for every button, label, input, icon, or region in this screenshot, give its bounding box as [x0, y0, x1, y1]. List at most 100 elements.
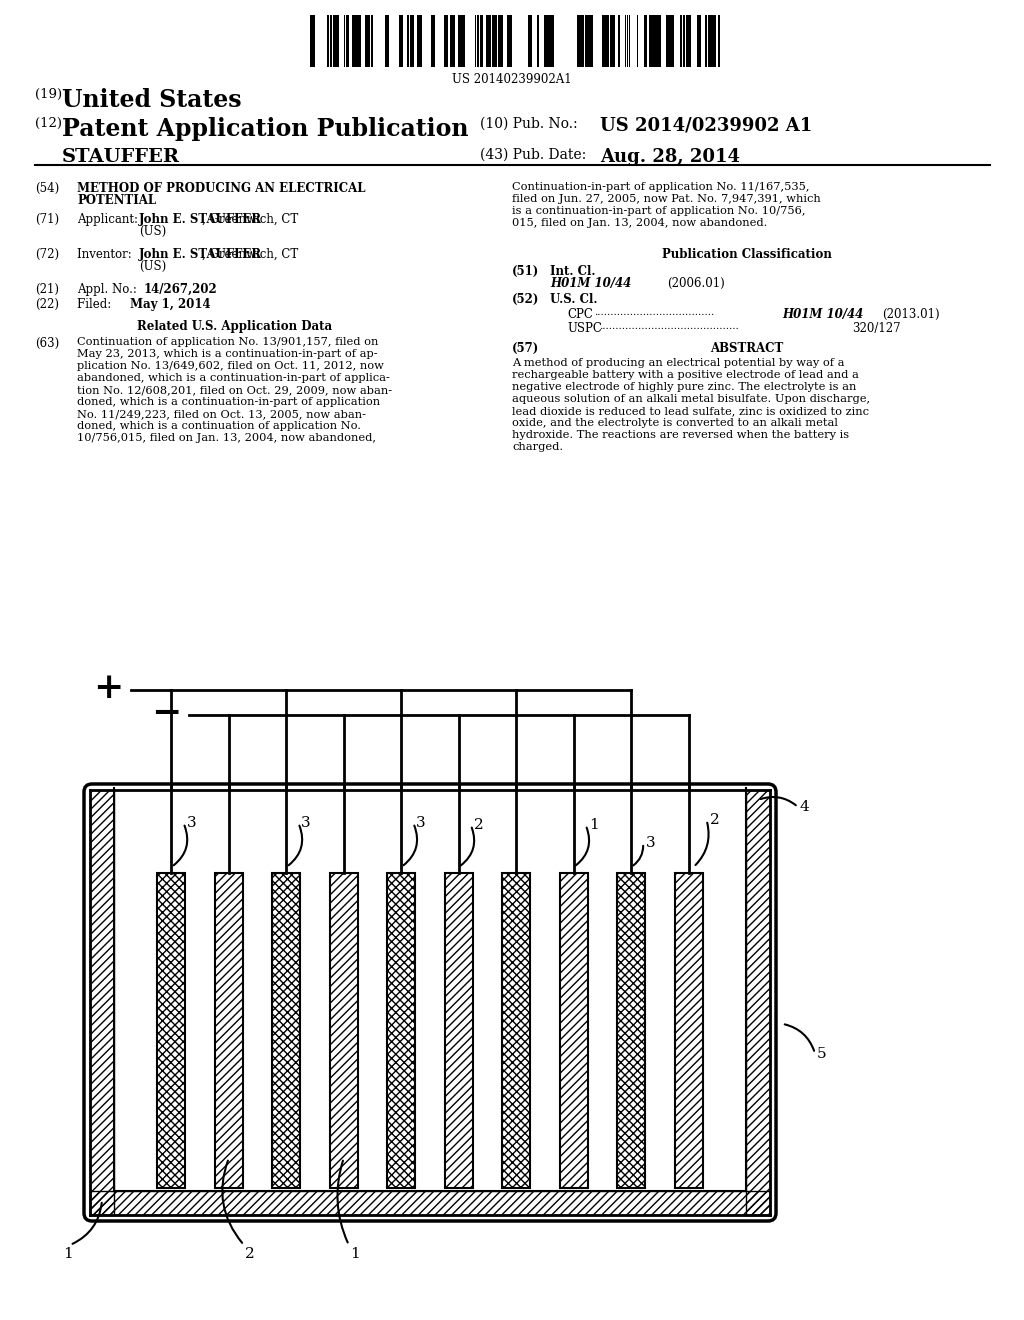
Text: doned, which is a continuation-in-part of application: doned, which is a continuation-in-part o…	[77, 397, 380, 407]
Text: ABSTRACT: ABSTRACT	[711, 342, 783, 355]
Bar	[675, 873, 702, 1188]
Text: Filed:: Filed:	[77, 298, 134, 312]
Bar	[617, 873, 645, 1188]
Bar	[387, 873, 416, 1188]
Text: abandoned, which is a continuation-in-part of applica-: abandoned, which is a continuation-in-pa…	[77, 374, 390, 383]
Bar	[610, 15, 615, 67]
Text: 1: 1	[63, 1247, 73, 1261]
Text: Inventor:: Inventor:	[77, 248, 139, 261]
Bar	[617, 873, 645, 1188]
FancyBboxPatch shape	[84, 784, 776, 1221]
Bar	[272, 873, 300, 1188]
Text: , Greenwich, CT: , Greenwich, CT	[202, 248, 298, 261]
Bar	[607, 15, 609, 67]
Text: Patent Application Publication: Patent Application Publication	[62, 117, 469, 141]
Bar	[549, 15, 554, 67]
Bar	[708, 15, 712, 67]
Text: 2: 2	[474, 818, 483, 832]
Text: H01M 10/44: H01M 10/44	[782, 308, 863, 321]
Text: POTENTIAL: POTENTIAL	[77, 194, 156, 207]
Bar	[385, 15, 389, 67]
Bar	[90, 789, 770, 1214]
Bar	[352, 15, 356, 67]
Bar	[90, 1191, 770, 1214]
Text: plication No. 13/649,602, filed on Oct. 11, 2012, now: plication No. 13/649,602, filed on Oct. …	[77, 360, 384, 371]
Text: Aug. 28, 2014: Aug. 28, 2014	[600, 148, 740, 166]
Text: (21): (21)	[35, 282, 59, 296]
Bar	[675, 873, 702, 1188]
Bar	[537, 15, 539, 67]
Bar	[656, 15, 662, 67]
Bar	[712, 15, 716, 67]
Text: (US): (US)	[139, 260, 166, 273]
Bar	[356, 15, 359, 67]
Text: US 20140239902A1: US 20140239902A1	[453, 73, 571, 86]
Text: doned, which is a continuation of application No.: doned, which is a continuation of applic…	[77, 421, 361, 432]
Bar	[697, 15, 701, 67]
Text: (43) Pub. Date:: (43) Pub. Date:	[480, 148, 587, 162]
Text: filed on Jun. 27, 2005, now Pat. No. 7,947,391, which: filed on Jun. 27, 2005, now Pat. No. 7,9…	[512, 194, 821, 205]
Bar	[486, 15, 489, 67]
Bar	[215, 873, 243, 1188]
Text: (51): (51)	[512, 265, 540, 279]
Bar	[417, 15, 421, 67]
Bar	[158, 873, 185, 1188]
Bar	[444, 15, 449, 67]
Text: 4: 4	[800, 800, 810, 814]
Bar	[507, 15, 512, 67]
Bar	[462, 15, 465, 67]
Text: (12): (12)	[35, 117, 67, 129]
Bar	[431, 15, 435, 67]
Text: , Greenwich, CT: , Greenwich, CT	[202, 213, 298, 226]
Text: (10) Pub. No.:: (10) Pub. No.:	[480, 117, 578, 131]
Text: negative electrode of highly pure zinc. The electrolyte is an: negative electrode of highly pure zinc. …	[512, 381, 856, 392]
Bar	[310, 15, 313, 67]
Text: 1: 1	[589, 818, 598, 832]
Bar	[450, 15, 454, 67]
Text: Publication Classification: Publication Classification	[663, 248, 831, 261]
Bar	[327, 15, 329, 67]
Text: May 23, 2013, which is a continuation-in-part of ap-: May 23, 2013, which is a continuation-in…	[77, 348, 378, 359]
Text: U.S. Cl.: U.S. Cl.	[550, 293, 597, 306]
Bar	[502, 873, 530, 1188]
Bar	[718, 15, 720, 67]
Bar	[158, 873, 185, 1188]
Text: Related U.S. Application Data: Related U.S. Application Data	[137, 319, 333, 333]
Bar	[498, 15, 502, 67]
Bar	[444, 873, 473, 1188]
Text: METHOD OF PRODUCING AN ELECTRICAL: METHOD OF PRODUCING AN ELECTRICAL	[77, 182, 366, 195]
Text: is a continuation-in-part of application No. 10/756,: is a continuation-in-part of application…	[512, 206, 806, 216]
Text: STAUFFER: STAUFFER	[62, 148, 180, 166]
Text: ...........................................: ........................................…	[599, 322, 738, 331]
Bar	[272, 873, 300, 1188]
Bar	[588, 15, 593, 67]
Bar	[359, 15, 361, 67]
Bar	[480, 15, 483, 67]
Text: rechargeable battery with a positive electrode of lead and a: rechargeable battery with a positive ele…	[512, 370, 859, 380]
Bar	[675, 873, 702, 1188]
Bar	[502, 873, 530, 1188]
Text: (54): (54)	[35, 182, 59, 195]
Bar	[410, 15, 414, 67]
Bar	[585, 15, 588, 67]
Text: (63): (63)	[35, 337, 59, 350]
Bar	[502, 873, 530, 1188]
Bar	[577, 15, 582, 67]
Text: US 2014/0239902 A1: US 2014/0239902 A1	[600, 117, 812, 135]
Bar	[582, 15, 584, 67]
Bar	[371, 15, 373, 67]
Text: Applicant:: Applicant:	[77, 213, 141, 226]
Text: United States: United States	[62, 88, 242, 112]
Bar	[649, 15, 653, 67]
Bar	[492, 15, 495, 67]
Text: H01M 10/44: H01M 10/44	[550, 277, 631, 290]
Text: Continuation of application No. 13/901,157, filed on: Continuation of application No. 13/901,1…	[77, 337, 379, 347]
Bar	[602, 15, 607, 67]
Text: (2006.01): (2006.01)	[667, 277, 725, 290]
Text: 14/267,202: 14/267,202	[144, 282, 218, 296]
Text: charged.: charged.	[512, 442, 563, 451]
Bar	[644, 15, 647, 67]
Bar	[346, 15, 349, 67]
Text: 3: 3	[301, 816, 311, 830]
Bar	[617, 873, 645, 1188]
